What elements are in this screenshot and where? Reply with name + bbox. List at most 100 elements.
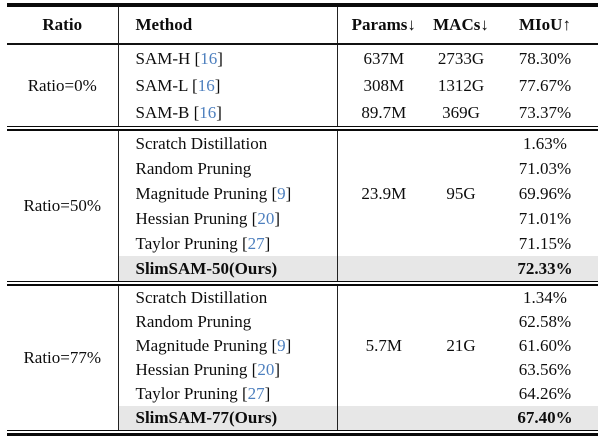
miou-cell: 67.40% <box>492 406 598 430</box>
miou-cell: 62.58% <box>518 312 572 331</box>
miou-cell: 69.96% <box>518 183 572 203</box>
params-cell: 308M <box>363 75 405 95</box>
col-header-method: Method <box>118 7 338 44</box>
ratio-cell: Ratio=77% <box>7 286 119 430</box>
citation-link[interactable]: 20 <box>257 360 275 379</box>
table-header: Ratio Method Params↓ MACs↓ MIoU↑ <box>7 7 598 44</box>
params-cell <box>337 286 430 310</box>
method-cell: Magnitude Pruning [9] <box>118 181 338 206</box>
params-cell <box>337 131 430 156</box>
params-cell <box>337 256 430 281</box>
citation-link[interactable]: 16 <box>197 75 215 95</box>
miou-cell: 78.30% <box>518 48 572 68</box>
citation-link[interactable]: 27 <box>247 233 265 253</box>
double-rule <box>7 126 598 131</box>
table-row-ours: SlimSAM-77(Ours) 67.40% <box>7 406 598 430</box>
header-row: Ratio Method Params↓ MACs↓ MIoU↑ <box>7 7 598 44</box>
macs-cell <box>430 358 492 382</box>
table-row: Magnitude Pruning [9] 5.7M 21G 61.60% <box>7 334 598 358</box>
table-body: Ratio=0% SAM-H [16] 637M 2733G 78.30% SAM-L [… <box>7 44 598 430</box>
macs-cell: 369G <box>442 102 480 122</box>
miou-cell: 61.60% <box>518 336 572 355</box>
ratio-cell: Ratio=50% <box>7 131 119 281</box>
table-row: Hessian Pruning [20] 63.56% <box>7 358 598 382</box>
params-cell: 637M <box>363 48 405 68</box>
table-row: Hessian Pruning [20] 71.01% <box>7 206 598 231</box>
macs-cell: 2733G <box>437 48 485 68</box>
macs-cell <box>430 310 492 334</box>
citation-link[interactable]: 9 <box>277 336 286 355</box>
citation-link[interactable]: 16 <box>200 48 218 68</box>
method-cell: SAM-L [16] <box>118 72 338 99</box>
method-cell: Hessian Pruning [20] <box>118 206 338 231</box>
col-header-params: Params↓ <box>351 15 416 34</box>
params-cell <box>337 358 430 382</box>
results-table: Ratio Method Params↓ MACs↓ MIoU↑ Ratio=0… <box>7 3 598 436</box>
miou-cell: 71.15% <box>518 233 572 253</box>
group-separator <box>7 126 598 131</box>
table-row-ours: SlimSAM-50(Ours) 72.33% <box>7 256 598 281</box>
macs-cell <box>430 206 492 231</box>
method-cell: Magnitude Pruning [9] <box>118 334 338 358</box>
params-cell <box>337 310 430 334</box>
table-row: Random Pruning 71.03% <box>7 156 598 181</box>
col-header-macs: MACs↓ <box>433 15 489 34</box>
params-cell: 89.7M <box>361 102 407 122</box>
method-cell: Random Pruning <box>118 310 338 334</box>
citation-link[interactable]: 9 <box>277 183 286 203</box>
miou-cell: 64.26% <box>518 384 572 403</box>
miou-cell: 1.63% <box>523 133 567 153</box>
method-cell: SAM-H [16] <box>118 44 338 72</box>
method-cell: SAM-B [16] <box>118 99 338 126</box>
miou-cell: 71.01% <box>518 208 572 228</box>
macs-cell: 95G <box>446 183 476 203</box>
method-cell: Taylor Pruning [27] <box>118 382 338 406</box>
comparison-table: Ratio Method Params↓ MACs↓ MIoU↑ Ratio=0… <box>7 7 598 430</box>
macs-cell <box>430 286 492 310</box>
method-cell: Hessian Pruning [20] <box>118 358 338 382</box>
citation-link[interactable]: 27 <box>247 384 265 403</box>
macs-cell <box>430 406 492 430</box>
miou-cell: 73.37% <box>518 102 572 122</box>
citation-link[interactable]: 20 <box>257 208 275 228</box>
table-row: Taylor Pruning [27] 64.26% <box>7 382 598 406</box>
params-cell: 23.9M <box>361 183 407 203</box>
method-cell: SlimSAM-77(Ours) <box>118 406 338 430</box>
macs-cell <box>430 382 492 406</box>
method-cell: Scratch Distillation <box>118 286 338 310</box>
table-row: Ratio=77% Scratch Distillation 1.34% <box>7 286 598 430</box>
macs-cell: 21G <box>446 336 476 355</box>
table-row: Ratio=50% Scratch Distillation 1.63% <box>7 131 598 281</box>
params-cell <box>337 206 430 231</box>
double-rule <box>7 281 598 286</box>
macs-cell: 1312G <box>437 75 485 95</box>
miou-cell: 63.56% <box>518 360 572 379</box>
bottom-rule <box>7 430 598 436</box>
table-row: Taylor Pruning [27] 71.15% <box>7 231 598 256</box>
table-row: Ratio=0% SAM-H [16] 637M 2733G 78.30% <box>7 44 598 126</box>
citation-link[interactable]: 16 <box>199 102 217 122</box>
miou-cell: 77.67% <box>518 75 572 95</box>
group-separator <box>7 281 598 286</box>
miou-cell: 72.33% <box>492 256 598 281</box>
miou-cell: 71.03% <box>518 158 572 178</box>
macs-cell <box>430 256 492 281</box>
params-cell <box>337 231 430 256</box>
params-cell: 5.7M <box>365 336 402 355</box>
table-row: Magnitude Pruning [9] 23.9M 95G 69.96% <box>7 181 598 206</box>
method-cell: Scratch Distillation <box>118 131 338 156</box>
col-header-miou: MIoU↑ <box>519 15 571 34</box>
miou-cell: 1.34% <box>523 288 567 307</box>
table-row: SAM-B [16] 89.7M 369G 73.37% <box>7 99 598 126</box>
macs-cell <box>430 131 492 156</box>
top-rule <box>7 3 598 7</box>
col-header-ratio: Ratio <box>7 7 119 44</box>
macs-cell <box>430 156 492 181</box>
ratio-cell: Ratio=0% <box>7 44 119 126</box>
method-cell: Taylor Pruning [27] <box>118 231 338 256</box>
params-cell <box>337 382 430 406</box>
method-cell: SlimSAM-50(Ours) <box>118 256 338 281</box>
method-cell: Random Pruning <box>118 156 338 181</box>
macs-cell <box>430 231 492 256</box>
table-row: Random Pruning 62.58% <box>7 310 598 334</box>
